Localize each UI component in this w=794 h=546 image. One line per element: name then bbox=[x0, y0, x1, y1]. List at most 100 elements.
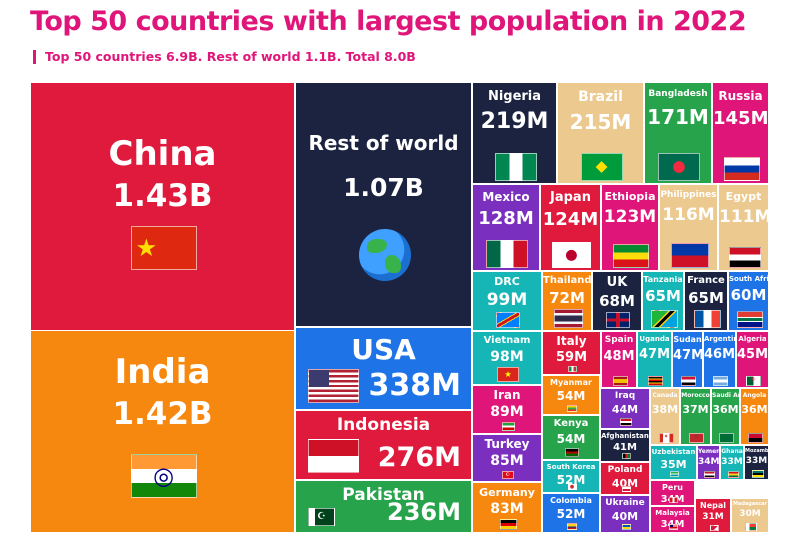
tile-egypt: Egypt 111M bbox=[718, 184, 769, 271]
tile-value: 44M bbox=[611, 403, 639, 417]
tile-value: 59M bbox=[555, 349, 588, 365]
tanzania-flag-icon bbox=[650, 310, 678, 328]
tile-ethiopia: Ethiopia 123M bbox=[601, 184, 659, 271]
tile-name: Tanzania bbox=[643, 275, 683, 285]
china-flag-icon: ★ bbox=[130, 226, 197, 270]
tile-south-korea: South Korea 52M ● bbox=[542, 460, 600, 493]
nepal-flag-icon bbox=[709, 525, 719, 531]
tile-value: 276M bbox=[377, 442, 461, 473]
tile-name: Nigeria bbox=[487, 89, 542, 105]
tile-name: Myanmar bbox=[550, 378, 592, 387]
tile-name: France bbox=[687, 275, 725, 287]
yemen-flag-icon bbox=[704, 471, 715, 478]
south-korea-flag-icon: ● bbox=[567, 484, 577, 490]
bangladesh-flag-icon: ● bbox=[658, 153, 700, 181]
tile-drc: DRC 99M bbox=[472, 271, 542, 331]
tile-value: 215M bbox=[569, 110, 632, 135]
ukraine-flag-icon bbox=[621, 524, 631, 530]
russia-flag-icon bbox=[723, 157, 760, 181]
ghana-flag-icon bbox=[727, 471, 739, 478]
tile-name: Poland bbox=[607, 465, 643, 475]
tile-russia: Russia 145M bbox=[712, 82, 769, 184]
canada-flag-icon: ✦ bbox=[658, 433, 674, 443]
tile-name: Malaysia bbox=[655, 509, 690, 517]
tile-value: 1.42B bbox=[112, 396, 213, 433]
tile-value: 99M bbox=[486, 290, 528, 310]
tile-name: Uganda bbox=[639, 334, 670, 343]
tile-name: Sudan bbox=[673, 334, 702, 344]
tile-south-africa: South Africa 60M bbox=[728, 271, 769, 331]
tile-poland: Poland 40M bbox=[600, 462, 650, 495]
tile-value: 98M bbox=[490, 349, 524, 366]
angola-flag-icon bbox=[748, 433, 763, 443]
colombia-flag-icon bbox=[567, 523, 577, 530]
japan-flag-icon: ● bbox=[552, 242, 591, 268]
mozambique-flag-icon bbox=[751, 470, 764, 478]
tile-name: Mozambique bbox=[745, 448, 769, 454]
tile-bangladesh: Bangladesh 171M ● bbox=[644, 82, 712, 184]
tile-india: India 1.42B ◎ bbox=[30, 330, 295, 533]
tile-value: 33M bbox=[721, 457, 743, 467]
tile-name: Iraq bbox=[614, 391, 636, 401]
tile-name: Vietnam bbox=[483, 334, 531, 346]
tile-value: 1.07B bbox=[343, 173, 424, 202]
tile-name: Peru bbox=[662, 483, 683, 492]
tile-name: Colombia bbox=[550, 496, 592, 505]
poland-flag-icon bbox=[621, 486, 631, 492]
tile-name: Nepal bbox=[700, 501, 726, 510]
tile-name: Algeria bbox=[738, 334, 767, 343]
tile-name: Japan bbox=[550, 190, 591, 206]
algeria-flag-icon: ☪ bbox=[746, 376, 761, 386]
tile-value: 116M bbox=[662, 205, 715, 226]
kenya-flag-icon bbox=[565, 447, 579, 457]
uzbekistan-flag-icon bbox=[670, 471, 679, 477]
usa-flag-icon bbox=[308, 369, 359, 403]
tile-name: DRC bbox=[494, 275, 520, 289]
tile-name: Germany bbox=[479, 485, 535, 499]
tile-brazil: Brazil 215M ◆ bbox=[557, 82, 644, 184]
tile-algeria: Algeria 45M ☪ bbox=[736, 331, 769, 388]
tile-name: Egypt bbox=[725, 190, 762, 204]
tile-name: Mexico bbox=[482, 190, 530, 205]
tile-value: 40M bbox=[611, 510, 639, 524]
tile-value: 36M bbox=[741, 402, 768, 416]
madagascar-flag-icon bbox=[745, 523, 757, 531]
tile-nigeria: Nigeria 219M bbox=[472, 82, 557, 184]
tile-uzbekistan: Uzbekistan 35M bbox=[650, 445, 697, 480]
tile-name: China bbox=[108, 134, 217, 175]
tile-name: Rest of world bbox=[308, 131, 459, 155]
tile-usa: USA 338M bbox=[295, 327, 472, 410]
vietnam-flag-icon: ★ bbox=[497, 367, 519, 382]
tile-value: 171M bbox=[647, 105, 709, 130]
tile-value: 35M bbox=[660, 458, 687, 471]
tile-value: 236M bbox=[387, 498, 461, 526]
peru-flag-icon bbox=[669, 497, 678, 503]
tile-value: 47M bbox=[673, 347, 703, 363]
sudan-flag-icon bbox=[681, 376, 696, 386]
tile-value: 37M bbox=[682, 402, 709, 416]
tile-mozambique: Mozambique 33M bbox=[744, 445, 769, 480]
tile-value: 65M bbox=[688, 289, 724, 307]
tile-value: 54M bbox=[556, 431, 586, 446]
tile-thailand: Thailand 72M bbox=[542, 271, 592, 331]
tile-madagascar: Madagascar 30M bbox=[731, 498, 769, 533]
tile-value: 111M bbox=[719, 207, 769, 228]
tile-mexico: Mexico 128M bbox=[472, 184, 540, 271]
tile-france: France 65M bbox=[684, 271, 728, 331]
india-flag-icon: ◎ bbox=[130, 454, 197, 499]
tile-name: UK bbox=[606, 275, 628, 291]
tile-value: 40M bbox=[611, 477, 639, 490]
tile-spain: Spain 48M bbox=[601, 331, 637, 388]
tile-name: South Korea bbox=[546, 463, 596, 471]
tile-canada: Canada 38M ✦ bbox=[650, 388, 680, 445]
tile-italy: Italy 59M bbox=[542, 331, 601, 375]
tile-philippines: Philippines 116M bbox=[659, 184, 718, 271]
tile-name: USA bbox=[351, 333, 416, 366]
thailand-flag-icon bbox=[553, 309, 583, 328]
uganda-flag-icon bbox=[648, 376, 663, 386]
tile-iraq: Iraq 44M bbox=[600, 388, 650, 429]
germany-flag-icon bbox=[499, 518, 517, 530]
tile-value: 1.43B bbox=[112, 178, 213, 215]
tile-name: Pakistan bbox=[342, 485, 425, 505]
